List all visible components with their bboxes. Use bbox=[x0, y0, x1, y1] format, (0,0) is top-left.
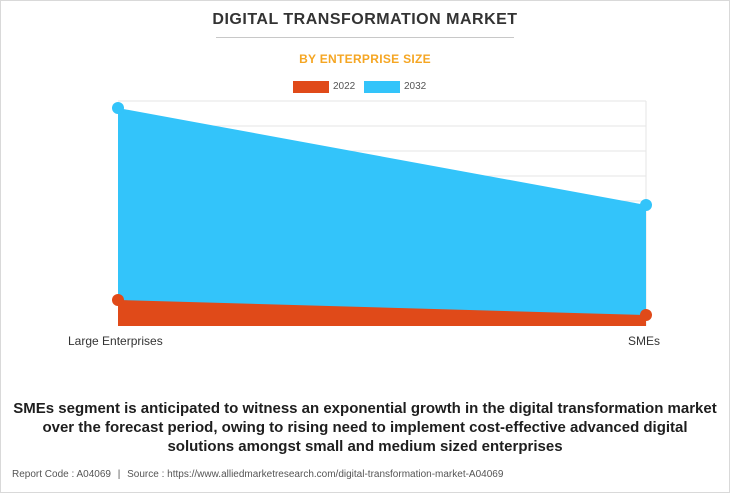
chart-subtitle: BY ENTERPRISE SIZE bbox=[299, 52, 431, 66]
title-divider bbox=[216, 37, 514, 38]
footer: Report Code : A04069 | Source : https://… bbox=[12, 469, 503, 480]
data-point-2032-1[interactable] bbox=[640, 199, 652, 211]
chart-legend: 2022 2032 bbox=[0, 80, 730, 94]
data-point-2032-0[interactable] bbox=[112, 102, 124, 114]
x-tick-label-large-enterprises: Large Enterprises bbox=[68, 334, 163, 348]
area-series-2022 bbox=[118, 300, 646, 326]
data-point-2022-0[interactable] bbox=[112, 294, 124, 306]
legend-label-2032: 2032 bbox=[404, 81, 427, 92]
x-tick-label-smes: SMEs bbox=[628, 334, 661, 348]
chart-title: DIGITAL TRANSFORMATION MARKET bbox=[212, 11, 518, 28]
source-link[interactable]: Source : https://www.alliedmarketresearc… bbox=[127, 469, 504, 480]
legend-swatch-2022 bbox=[293, 81, 329, 93]
legend-label-2022: 2022 bbox=[333, 81, 356, 92]
chart-caption: SMEs segment is anticipated to witness a… bbox=[13, 400, 717, 455]
footer-separator: | bbox=[117, 469, 121, 480]
report-code: Report Code : A04069 bbox=[12, 469, 111, 480]
area-series-2032 bbox=[118, 108, 646, 326]
data-points bbox=[112, 102, 652, 321]
data-point-2022-1[interactable] bbox=[640, 309, 652, 321]
legend-swatch-2032 bbox=[364, 81, 400, 93]
area-series bbox=[118, 108, 646, 326]
